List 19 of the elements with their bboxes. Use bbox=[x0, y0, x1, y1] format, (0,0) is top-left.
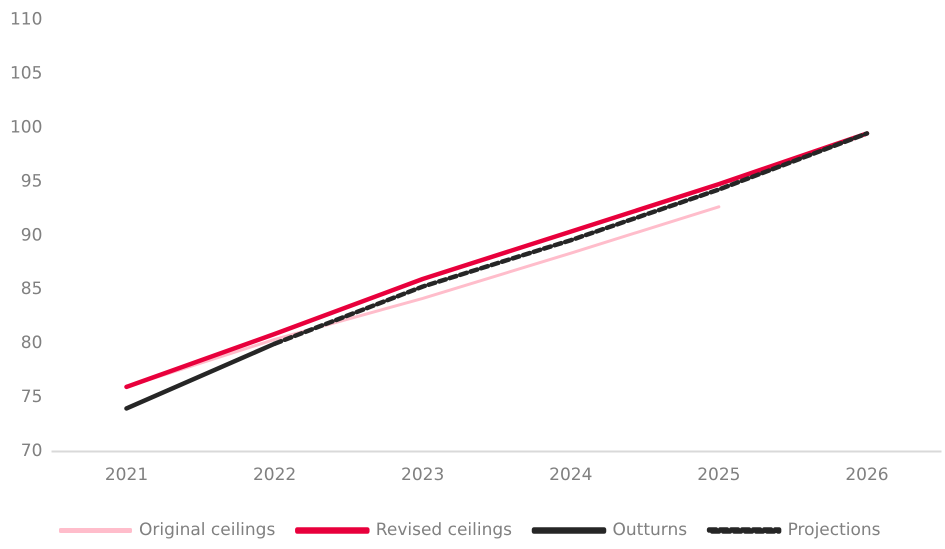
y-tick-label: 100 bbox=[10, 117, 42, 138]
x-tick-label: 2023 bbox=[401, 465, 444, 486]
x-tick-label: 2026 bbox=[845, 465, 889, 486]
y-tick-label: 70 bbox=[20, 441, 42, 462]
legend-label: Original ceilings bbox=[138, 520, 276, 540]
y-tick-label: 80 bbox=[20, 333, 42, 354]
x-tick-label: 2024 bbox=[549, 465, 592, 486]
y-tick-label: 110 bbox=[10, 10, 42, 30]
x-tick-label: 2025 bbox=[697, 465, 740, 486]
legend-label: Outturns bbox=[612, 520, 688, 540]
y-tick-label: 90 bbox=[20, 225, 42, 246]
y-tick-label: 105 bbox=[10, 64, 42, 84]
x-tick-label: 2021 bbox=[104, 465, 148, 486]
y-tick-label: 85 bbox=[20, 279, 42, 300]
x-tick-label: 2022 bbox=[252, 465, 296, 486]
legend-label: Projections bbox=[788, 520, 881, 540]
y-tick-label: 75 bbox=[20, 387, 42, 408]
legend-label: Revised ceilings bbox=[376, 520, 512, 540]
y-tick-label: 95 bbox=[20, 171, 42, 192]
